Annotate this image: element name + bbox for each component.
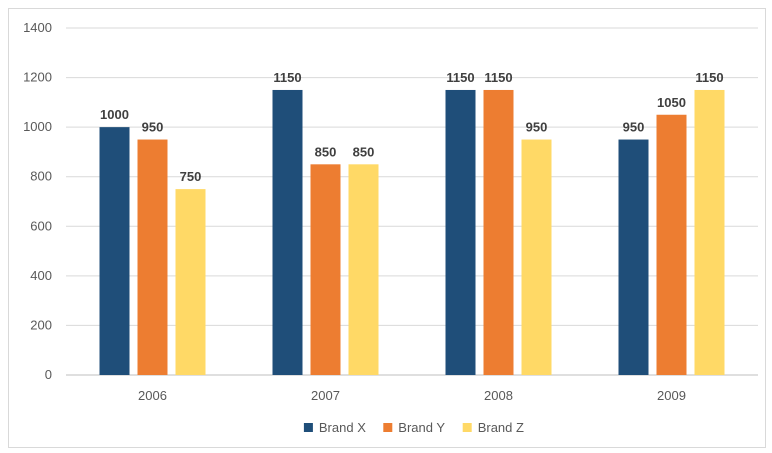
legend-swatch xyxy=(303,423,313,432)
data-label: 950 xyxy=(526,120,548,135)
x-tick-label: 2009 xyxy=(657,388,686,403)
legend-swatch xyxy=(462,423,472,432)
legend-label: Brand X xyxy=(319,420,366,435)
y-tick-label: 1200 xyxy=(23,70,52,85)
legend-swatch xyxy=(383,423,393,432)
y-tick-label: 600 xyxy=(30,218,52,233)
data-label: 850 xyxy=(353,144,375,159)
data-label: 1000 xyxy=(100,107,129,122)
data-labels: 1000 950 750 1150 850 850 1150 1150 950 950 1050 11… xyxy=(100,70,724,184)
y-tick-label: 200 xyxy=(30,317,52,332)
bar-brand-z-2007 xyxy=(348,164,379,375)
bar-brand-x-2009 xyxy=(618,139,649,375)
x-tick-label: 2007 xyxy=(311,388,340,403)
data-label: 1150 xyxy=(695,70,723,85)
gridlines xyxy=(66,27,758,376)
bar-brand-x-2006 xyxy=(99,127,130,376)
data-label: 750 xyxy=(180,169,202,184)
legend-label: Brand Z xyxy=(478,420,524,435)
y-tick-label: 0 xyxy=(45,367,52,382)
bar-brand-y-2007 xyxy=(310,164,341,375)
x-tick-label: 2006 xyxy=(138,388,167,403)
bar-brand-y-2006 xyxy=(137,139,168,375)
bar-brand-y-2009 xyxy=(656,114,687,375)
bar-brand-z-2009 xyxy=(694,89,725,375)
bars xyxy=(99,89,725,376)
data-label: 1150 xyxy=(484,70,512,85)
y-tick-label: 1000 xyxy=(23,119,52,134)
bar-brand-z-2008 xyxy=(521,139,552,375)
data-label: 950 xyxy=(142,120,164,135)
data-label: 1050 xyxy=(657,95,686,110)
x-tick-label: 2008 xyxy=(484,388,513,403)
y-tick-label: 800 xyxy=(30,169,52,184)
bar-brand-x-2007 xyxy=(272,89,303,375)
data-label: 950 xyxy=(623,120,645,135)
data-label: 1150 xyxy=(273,70,301,85)
x-axis-ticks: 2006 2007 2008 2009 xyxy=(138,388,686,403)
bar-brand-z-2006 xyxy=(175,189,206,375)
y-tick-label: 400 xyxy=(30,268,52,283)
data-label: 1150 xyxy=(446,70,474,85)
data-label: 850 xyxy=(315,144,337,159)
y-tick-label: 1400 xyxy=(23,20,52,35)
y-axis-ticks: 0 200 400 600 800 1000 1200 1400 xyxy=(23,20,52,382)
bar-brand-x-2008 xyxy=(445,89,476,375)
legend-label: Brand Y xyxy=(398,420,445,435)
legend: Brand X Brand Y Brand Z xyxy=(303,420,524,435)
bar-brand-y-2008 xyxy=(483,89,514,375)
